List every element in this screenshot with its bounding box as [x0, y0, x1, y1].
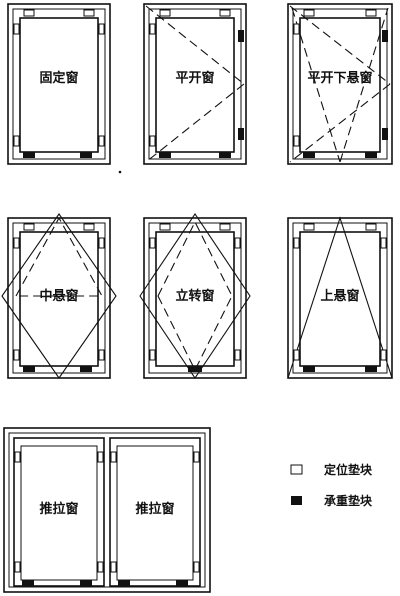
- positioning-blocks: [293, 223, 387, 361]
- legend-bearing-label: 承重垫块: [324, 493, 373, 508]
- window-label: 上悬窗: [320, 288, 359, 304]
- window-vertical-pivot: 立转窗: [139, 213, 251, 379]
- window-top-hung: 上悬窗: [287, 216, 393, 379]
- bearing-blocks: [23, 366, 92, 372]
- window-label: 固定窗: [39, 70, 78, 86]
- window-fixed: 固定窗: [7, 3, 111, 165]
- bearing-blocks: [22, 580, 188, 586]
- window-label: 推拉窗: [135, 501, 174, 517]
- bearing-blocks: [23, 152, 92, 158]
- window-label: 平开窗: [175, 70, 214, 86]
- bearing-blocks: [303, 152, 377, 158]
- positioning-blocks: [293, 9, 377, 147]
- bearing-blocks: [303, 366, 377, 372]
- positioning-blocks: [149, 9, 231, 147]
- window-center-pivot: 中悬窗: [1, 213, 117, 379]
- window-label: 平开下悬窗: [307, 70, 372, 86]
- bearing-block-swatch: [291, 496, 302, 505]
- window-label: 推拉窗: [39, 501, 78, 517]
- window-casement: 平开窗: [143, 3, 247, 165]
- positioning-blocks: [149, 223, 241, 361]
- window-label: 中悬窗: [39, 288, 78, 304]
- legend-positioning-label: 定位垫块: [324, 462, 373, 477]
- window-tilt-turn: 平开下悬窗: [287, 3, 393, 165]
- window-sliding: 推拉窗 推拉窗: [3, 427, 211, 593]
- legend: 定位垫块 承重垫块: [290, 462, 373, 508]
- positioning-block-swatch: [290, 464, 303, 475]
- bearing-blocks: [188, 366, 202, 372]
- bearing-blocks: [159, 152, 231, 158]
- stray-dot: [118, 170, 122, 174]
- hinge-icons: [238, 30, 244, 140]
- positioning-blocks: [13, 223, 105, 361]
- positioning-blocks: [13, 9, 105, 147]
- window-label: 立转窗: [175, 288, 214, 304]
- positioning-blocks: [14, 451, 200, 573]
- hinge-icons: [382, 30, 388, 140]
